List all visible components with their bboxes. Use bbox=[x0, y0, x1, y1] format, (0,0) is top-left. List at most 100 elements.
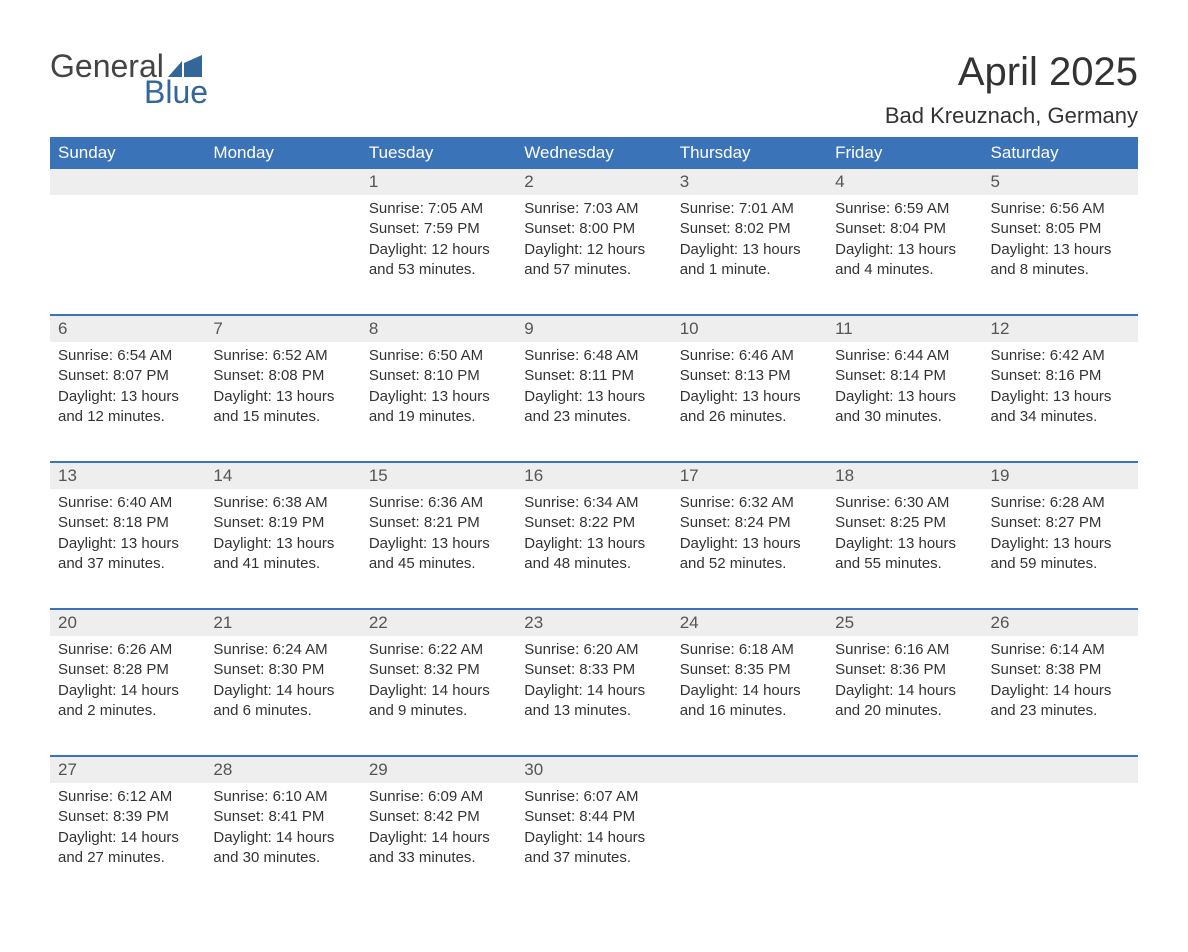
day-cell: Sunrise: 6:46 AMSunset: 8:13 PMDaylight:… bbox=[672, 342, 827, 462]
date-number-row: 27282930 bbox=[50, 756, 1138, 783]
sunset-line: Sunset: 8:18 PM bbox=[58, 513, 197, 533]
daylight-line: Daylight: 13 hours and 48 minutes. bbox=[524, 534, 663, 575]
day-cell: Sunrise: 6:42 AMSunset: 8:16 PMDaylight:… bbox=[983, 342, 1138, 462]
header: General Blue April 2025 Bad Kreuznach, G… bbox=[50, 50, 1138, 129]
sunset-line: Sunset: 7:59 PM bbox=[369, 219, 508, 239]
date-number: 9 bbox=[516, 315, 671, 342]
date-number: 3 bbox=[672, 169, 827, 195]
sunrise-line: Sunrise: 7:05 AM bbox=[369, 199, 508, 219]
day-cell: Sunrise: 6:56 AMSunset: 8:05 PMDaylight:… bbox=[983, 195, 1138, 315]
sunset-line: Sunset: 8:00 PM bbox=[524, 219, 663, 239]
day-cell bbox=[672, 783, 827, 902]
date-number: 24 bbox=[672, 609, 827, 636]
sunset-line: Sunset: 8:07 PM bbox=[58, 366, 197, 386]
sunset-line: Sunset: 8:22 PM bbox=[524, 513, 663, 533]
sunrise-line: Sunrise: 6:26 AM bbox=[58, 640, 197, 660]
day-cell: Sunrise: 6:44 AMSunset: 8:14 PMDaylight:… bbox=[827, 342, 982, 462]
date-number: 16 bbox=[516, 462, 671, 489]
day-cell: Sunrise: 6:30 AMSunset: 8:25 PMDaylight:… bbox=[827, 489, 982, 609]
sunrise-line: Sunrise: 6:52 AM bbox=[213, 346, 352, 366]
day-cell: Sunrise: 6:59 AMSunset: 8:04 PMDaylight:… bbox=[827, 195, 982, 315]
sunrise-line: Sunrise: 6:36 AM bbox=[369, 493, 508, 513]
date-number: 13 bbox=[50, 462, 205, 489]
sunrise-line: Sunrise: 6:46 AM bbox=[680, 346, 819, 366]
sunrise-line: Sunrise: 6:40 AM bbox=[58, 493, 197, 513]
date-number-row: 20212223242526 bbox=[50, 609, 1138, 636]
daylight-line: Daylight: 14 hours and 9 minutes. bbox=[369, 681, 508, 722]
day-cell: Sunrise: 6:10 AMSunset: 8:41 PMDaylight:… bbox=[205, 783, 360, 902]
day-cell: Sunrise: 7:05 AMSunset: 7:59 PMDaylight:… bbox=[361, 195, 516, 315]
daylight-line: Daylight: 14 hours and 2 minutes. bbox=[58, 681, 197, 722]
date-number: 14 bbox=[205, 462, 360, 489]
date-number-row: 6789101112 bbox=[50, 315, 1138, 342]
sunset-line: Sunset: 8:39 PM bbox=[58, 807, 197, 827]
sunset-line: Sunset: 8:05 PM bbox=[991, 219, 1130, 239]
date-number: 4 bbox=[827, 169, 982, 195]
day-cell bbox=[983, 783, 1138, 902]
date-number: 26 bbox=[983, 609, 1138, 636]
brand-part2: Blue bbox=[144, 76, 208, 108]
sunset-line: Sunset: 8:42 PM bbox=[369, 807, 508, 827]
daylight-line: Daylight: 12 hours and 57 minutes. bbox=[524, 240, 663, 281]
daylight-line: Daylight: 13 hours and 41 minutes. bbox=[213, 534, 352, 575]
date-number: 2 bbox=[516, 169, 671, 195]
date-number: 30 bbox=[516, 756, 671, 783]
day-cell: Sunrise: 6:24 AMSunset: 8:30 PMDaylight:… bbox=[205, 636, 360, 756]
date-number: 7 bbox=[205, 315, 360, 342]
sunset-line: Sunset: 8:35 PM bbox=[680, 660, 819, 680]
date-number: 29 bbox=[361, 756, 516, 783]
daylight-line: Daylight: 13 hours and 19 minutes. bbox=[369, 387, 508, 428]
sunset-line: Sunset: 8:25 PM bbox=[835, 513, 974, 533]
date-number: 11 bbox=[827, 315, 982, 342]
sunset-line: Sunset: 8:16 PM bbox=[991, 366, 1130, 386]
day-cell: Sunrise: 6:07 AMSunset: 8:44 PMDaylight:… bbox=[516, 783, 671, 902]
date-number bbox=[205, 169, 360, 195]
sunrise-line: Sunrise: 6:12 AM bbox=[58, 787, 197, 807]
day-cell: Sunrise: 6:26 AMSunset: 8:28 PMDaylight:… bbox=[50, 636, 205, 756]
date-number: 21 bbox=[205, 609, 360, 636]
col-header: Wednesday bbox=[516, 137, 671, 169]
day-data-row: Sunrise: 6:54 AMSunset: 8:07 PMDaylight:… bbox=[50, 342, 1138, 462]
date-number: 1 bbox=[361, 169, 516, 195]
daylight-line: Daylight: 12 hours and 53 minutes. bbox=[369, 240, 508, 281]
sunrise-line: Sunrise: 6:48 AM bbox=[524, 346, 663, 366]
day-cell bbox=[205, 195, 360, 315]
day-cell: Sunrise: 6:40 AMSunset: 8:18 PMDaylight:… bbox=[50, 489, 205, 609]
sunset-line: Sunset: 8:30 PM bbox=[213, 660, 352, 680]
sunrise-line: Sunrise: 7:01 AM bbox=[680, 199, 819, 219]
date-number bbox=[50, 169, 205, 195]
daylight-line: Daylight: 13 hours and 59 minutes. bbox=[991, 534, 1130, 575]
day-data-row: Sunrise: 7:05 AMSunset: 7:59 PMDaylight:… bbox=[50, 195, 1138, 315]
day-cell: Sunrise: 6:48 AMSunset: 8:11 PMDaylight:… bbox=[516, 342, 671, 462]
date-number-row: 12345 bbox=[50, 169, 1138, 195]
daylight-line: Daylight: 14 hours and 30 minutes. bbox=[213, 828, 352, 869]
sunrise-line: Sunrise: 6:34 AM bbox=[524, 493, 663, 513]
date-number bbox=[827, 756, 982, 783]
sunset-line: Sunset: 8:13 PM bbox=[680, 366, 819, 386]
sunrise-line: Sunrise: 6:28 AM bbox=[991, 493, 1130, 513]
date-number: 10 bbox=[672, 315, 827, 342]
col-header: Friday bbox=[827, 137, 982, 169]
location: Bad Kreuznach, Germany bbox=[885, 103, 1138, 129]
daylight-line: Daylight: 14 hours and 37 minutes. bbox=[524, 828, 663, 869]
sunrise-line: Sunrise: 6:10 AM bbox=[213, 787, 352, 807]
sunset-line: Sunset: 8:02 PM bbox=[680, 219, 819, 239]
date-number: 23 bbox=[516, 609, 671, 636]
date-number: 5 bbox=[983, 169, 1138, 195]
day-cell: Sunrise: 6:28 AMSunset: 8:27 PMDaylight:… bbox=[983, 489, 1138, 609]
date-number-row: 13141516171819 bbox=[50, 462, 1138, 489]
sunset-line: Sunset: 8:21 PM bbox=[369, 513, 508, 533]
daylight-line: Daylight: 14 hours and 13 minutes. bbox=[524, 681, 663, 722]
sunrise-line: Sunrise: 7:03 AM bbox=[524, 199, 663, 219]
daylight-line: Daylight: 14 hours and 33 minutes. bbox=[369, 828, 508, 869]
sunset-line: Sunset: 8:28 PM bbox=[58, 660, 197, 680]
day-cell: Sunrise: 6:14 AMSunset: 8:38 PMDaylight:… bbox=[983, 636, 1138, 756]
day-cell: Sunrise: 6:38 AMSunset: 8:19 PMDaylight:… bbox=[205, 489, 360, 609]
sunset-line: Sunset: 8:33 PM bbox=[524, 660, 663, 680]
sunset-line: Sunset: 8:08 PM bbox=[213, 366, 352, 386]
daylight-line: Daylight: 13 hours and 30 minutes. bbox=[835, 387, 974, 428]
sunrise-line: Sunrise: 6:20 AM bbox=[524, 640, 663, 660]
day-cell: Sunrise: 6:34 AMSunset: 8:22 PMDaylight:… bbox=[516, 489, 671, 609]
calendar-table: Sunday Monday Tuesday Wednesday Thursday… bbox=[50, 137, 1138, 902]
day-cell: Sunrise: 6:22 AMSunset: 8:32 PMDaylight:… bbox=[361, 636, 516, 756]
